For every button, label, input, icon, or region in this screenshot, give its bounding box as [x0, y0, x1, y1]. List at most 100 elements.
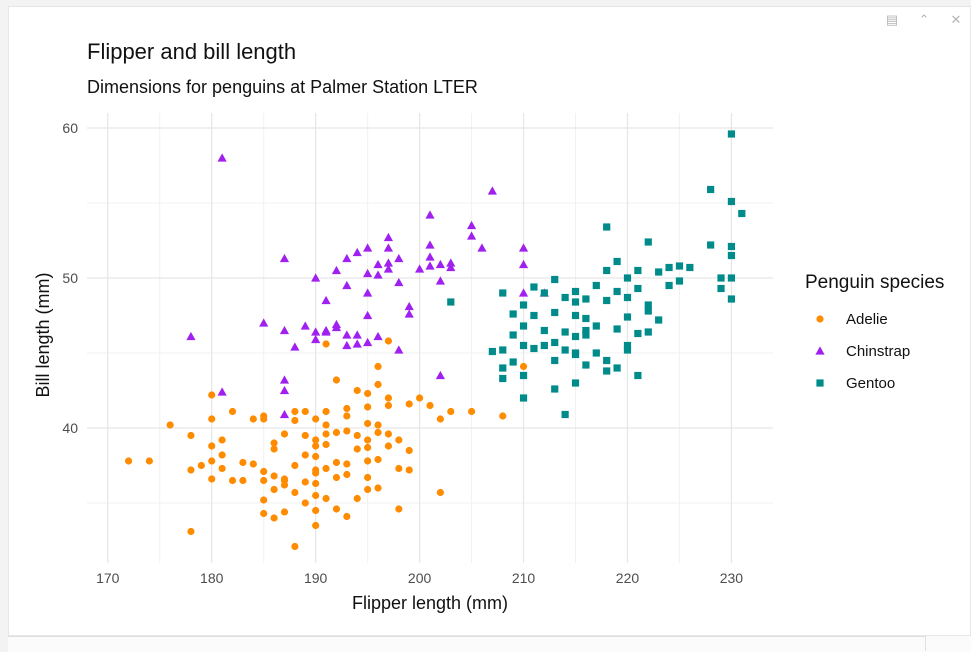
point-gentoo [509, 358, 517, 366]
point-adelie [332, 505, 341, 513]
point-adelie [436, 415, 444, 423]
point-gentoo [551, 275, 559, 284]
window-icon[interactable]: ▤ [885, 12, 899, 27]
point-adelie [322, 407, 330, 416]
point-gentoo [623, 313, 632, 321]
point-gentoo [644, 328, 652, 336]
point-chinstrap [352, 247, 362, 257]
legend-key-adelie [816, 315, 824, 323]
point-chinstrap [352, 339, 362, 348]
point-gentoo [603, 367, 611, 375]
point-gentoo [655, 316, 663, 324]
collapse-icon[interactable]: ⌃ [918, 12, 930, 27]
point-gentoo [540, 341, 548, 350]
point-gentoo [727, 251, 736, 260]
point-adelie [228, 407, 237, 416]
point-gentoo [644, 301, 652, 309]
point-gentoo [571, 379, 580, 387]
point-gentoo [613, 257, 621, 266]
point-chinstrap [217, 387, 227, 396]
point-adelie [332, 428, 341, 437]
point-chinstrap [518, 288, 529, 297]
x-tick-label: 220 [616, 570, 640, 586]
point-gentoo [499, 346, 507, 354]
point-adelie [364, 473, 372, 482]
point-gentoo [727, 130, 736, 138]
point-adelie [384, 394, 393, 402]
x-tick-label: 200 [408, 570, 432, 586]
point-adelie [249, 460, 257, 468]
point-adelie [270, 472, 278, 480]
point-adelie [260, 496, 268, 504]
point-adelie [405, 446, 413, 455]
point-adelie [208, 442, 216, 450]
close-icon[interactable]: ✕ [950, 12, 962, 27]
point-gentoo [582, 314, 590, 323]
point-chinstrap [279, 325, 290, 335]
point-adelie [270, 485, 278, 494]
point-chinstrap [404, 301, 414, 311]
point-adelie [343, 470, 351, 479]
point-chinstrap [394, 253, 404, 263]
point-chinstrap [383, 243, 394, 252]
point-chinstrap [279, 385, 290, 395]
x-tick-label: 230 [720, 570, 744, 586]
point-adelie [301, 407, 309, 416]
point-gentoo [519, 371, 528, 380]
point-chinstrap [383, 258, 394, 267]
point-gentoo [551, 385, 559, 393]
point-chinstrap [342, 280, 352, 290]
point-adelie [228, 476, 237, 485]
point-gentoo [634, 371, 642, 380]
point-gentoo [623, 293, 632, 302]
point-chinstrap [466, 220, 477, 230]
chart-title: Flipper and bill length [87, 39, 296, 64]
point-adelie [364, 443, 372, 452]
point-adelie [322, 430, 330, 438]
point-adelie [395, 464, 403, 473]
point-adelie [197, 461, 205, 470]
point-chinstrap [279, 375, 290, 384]
bottom-corner [925, 636, 971, 651]
point-adelie [343, 427, 351, 435]
point-gentoo [499, 364, 507, 372]
point-adelie [218, 436, 226, 444]
point-gentoo [655, 268, 663, 276]
point-adelie [447, 407, 455, 416]
point-adelie [332, 376, 341, 384]
point-adelie [312, 521, 320, 530]
y-axis-label: Bill length (mm) [33, 272, 53, 397]
point-gentoo [727, 274, 736, 282]
point-chinstrap [373, 259, 383, 269]
point-adelie [332, 458, 341, 467]
point-chinstrap [363, 268, 373, 278]
point-adelie [364, 485, 372, 494]
point-adelie [374, 362, 382, 371]
point-gentoo [623, 274, 632, 282]
point-adelie [312, 452, 320, 461]
point-adelie [312, 436, 320, 444]
point-adelie [364, 419, 372, 428]
point-adelie [405, 400, 413, 408]
point-chinstrap [363, 337, 373, 347]
point-adelie [291, 461, 299, 470]
point-adelie [384, 442, 393, 450]
tick-labels: 170 180 190 200 210 220 230 40 50 60 [62, 120, 743, 586]
point-adelie [270, 514, 278, 522]
point-adelie [301, 478, 309, 486]
point-adelie [312, 491, 320, 500]
point-adelie [270, 445, 278, 453]
point-adelie [364, 436, 372, 444]
x-tick-label: 180 [200, 570, 224, 586]
point-chinstrap [342, 253, 352, 263]
point-adelie [426, 401, 434, 410]
point-adelie [364, 403, 372, 411]
point-adelie [384, 337, 393, 345]
point-gentoo [675, 262, 684, 270]
point-chinstrap [363, 310, 373, 320]
point-adelie [187, 431, 195, 440]
point-chinstrap [435, 259, 445, 269]
point-chinstrap [435, 370, 445, 380]
point-chinstrap [290, 342, 300, 351]
point-gentoo [571, 287, 580, 296]
